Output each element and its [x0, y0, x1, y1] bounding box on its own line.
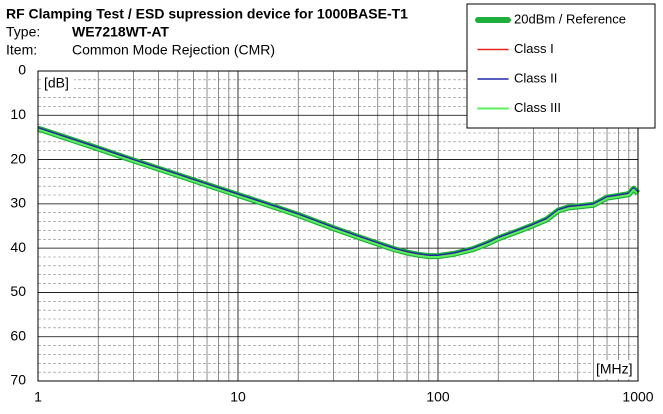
y-tick-label: 60	[10, 327, 26, 343]
legend-label: Class III	[514, 100, 561, 115]
x-unit: [MHz]	[596, 361, 633, 377]
chart-title: RF Clamping Test / ESD supression device…	[6, 6, 408, 22]
x-tick-label: 1	[34, 389, 42, 405]
legend-label: Class II	[514, 70, 557, 85]
series-line	[37, 126, 639, 256]
y-tick-label: 40	[10, 239, 26, 255]
item-value: Common Mode Rejection (CMR)	[72, 42, 275, 58]
y-unit: [dB]	[44, 75, 69, 91]
unit-bg	[42, 73, 74, 93]
item-label: Item:	[6, 42, 37, 58]
y-tick-label: 0	[18, 62, 26, 78]
legend-label: 20dBm / Reference	[514, 11, 626, 26]
series-line	[37, 127, 639, 257]
lines	[37, 125, 641, 260]
x-tick-label: 100	[426, 389, 450, 405]
y-tick-label: 20	[10, 150, 26, 166]
y-tick-label: 10	[10, 106, 26, 122]
series-line	[37, 128, 639, 258]
type-label: Type:	[6, 24, 40, 40]
plot-border	[37, 70, 639, 382]
x-tick-label: 1000	[622, 389, 653, 405]
y-tick-label: 30	[10, 195, 26, 211]
type-value: WE7218WT-AT	[72, 24, 169, 40]
y-tick-label: 50	[10, 283, 26, 299]
legend-box	[466, 3, 656, 129]
y-tick-label: 70	[10, 372, 26, 388]
legend: 20dBm / Reference Class I Class II Class II…	[475, 11, 626, 115]
unit-bg	[594, 360, 636, 379]
x-tick-label: 10	[230, 389, 246, 405]
legend-label: Class I	[514, 41, 554, 56]
series-line	[37, 125, 641, 260]
